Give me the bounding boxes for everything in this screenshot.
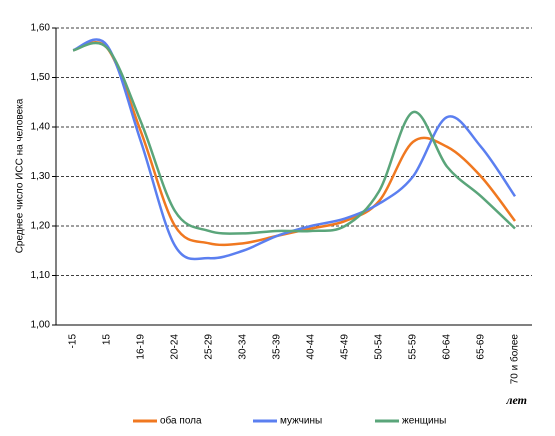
legend-label: оба пола [160, 415, 202, 427]
y-tick-label: 1,10 [31, 270, 51, 281]
x-tick-label: 20-24 [170, 334, 181, 360]
x-tick-label: -15 [68, 334, 79, 349]
y-tick-label: 1,30 [31, 171, 51, 182]
x-tick-label: 45-49 [340, 334, 351, 360]
x-tick-label: 35-39 [272, 334, 283, 360]
x-axis-label: лет [505, 393, 527, 407]
x-tick-label: 60-64 [442, 334, 453, 360]
x-tick-label: 30-34 [238, 334, 249, 360]
x-tick-label: 40-44 [306, 334, 317, 360]
y-tick-label: 1,00 [31, 320, 51, 331]
x-tick-label: 16-19 [136, 334, 147, 360]
legend-label: женщины [402, 416, 446, 427]
x-tick-label: 25-29 [204, 334, 215, 360]
x-tick-label: 70 и более [509, 334, 521, 385]
series-line [72, 41, 516, 235]
series-line [72, 41, 516, 247]
y-tick-label: 1,60 [31, 23, 51, 34]
x-tick-label: 15 [102, 334, 113, 346]
legend-label: мужчины [280, 416, 322, 427]
x-tick-label: 55-59 [408, 334, 419, 360]
y-tick-label: 1,20 [31, 221, 51, 232]
x-tick-label: 50-54 [374, 334, 385, 360]
y-tick-label: 1,50 [31, 72, 51, 83]
y-axis-label: Среднее число ИСС на человека [15, 98, 26, 253]
y-tick-label: 1,40 [31, 122, 51, 133]
x-tick-label: 65-69 [476, 334, 487, 360]
series-line [72, 38, 517, 261]
